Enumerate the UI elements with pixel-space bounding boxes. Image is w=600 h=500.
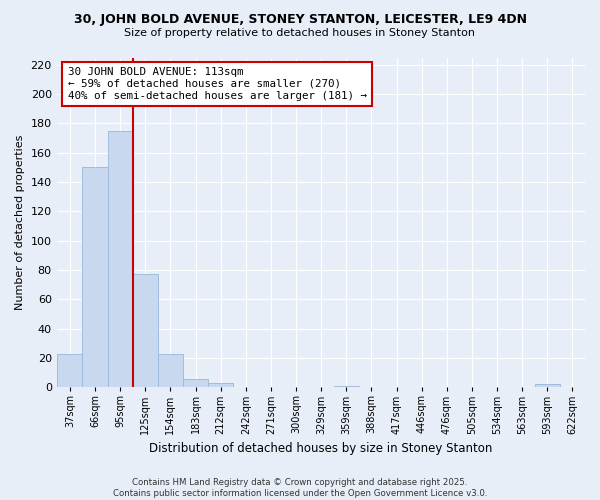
Text: 30, JOHN BOLD AVENUE, STONEY STANTON, LEICESTER, LE9 4DN: 30, JOHN BOLD AVENUE, STONEY STANTON, LE… (74, 12, 527, 26)
Bar (334, 386, 359, 388)
X-axis label: Distribution of detached houses by size in Stoney Stanton: Distribution of detached houses by size … (149, 442, 493, 455)
Bar (158, 354, 183, 388)
Bar (183, 378, 208, 388)
Y-axis label: Number of detached properties: Number of detached properties (15, 134, 25, 310)
Bar (107, 131, 133, 388)
Bar (82, 168, 107, 388)
Bar (58, 354, 82, 388)
Bar (208, 383, 233, 388)
Text: 30 JOHN BOLD AVENUE: 113sqm
← 59% of detached houses are smaller (270)
40% of se: 30 JOHN BOLD AVENUE: 113sqm ← 59% of det… (68, 68, 367, 100)
Bar (133, 274, 158, 388)
Text: Contains HM Land Registry data © Crown copyright and database right 2025.
Contai: Contains HM Land Registry data © Crown c… (113, 478, 487, 498)
Text: Size of property relative to detached houses in Stoney Stanton: Size of property relative to detached ho… (125, 28, 476, 38)
Bar (535, 384, 560, 388)
